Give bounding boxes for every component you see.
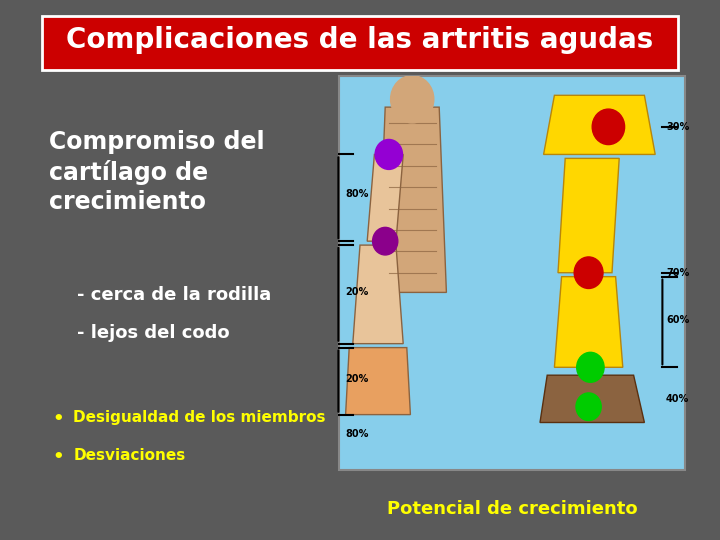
Polygon shape <box>378 107 446 293</box>
Circle shape <box>577 352 604 382</box>
Text: 80%: 80% <box>346 429 369 440</box>
Text: Desviaciones: Desviaciones <box>73 448 186 463</box>
Text: Potencial de crecimiento: Potencial de crecimiento <box>387 501 637 518</box>
Text: 20%: 20% <box>346 374 369 384</box>
Polygon shape <box>540 375 644 422</box>
Circle shape <box>375 139 402 170</box>
Text: •: • <box>53 410 64 428</box>
Text: 80%: 80% <box>346 189 369 199</box>
Text: Compromiso del
cartílago de
crecimiento: Compromiso del cartílago de crecimiento <box>49 130 265 214</box>
Polygon shape <box>544 96 655 154</box>
Text: - cerca de la rodilla: - cerca de la rodilla <box>77 286 271 304</box>
Text: 40%: 40% <box>666 394 689 404</box>
Circle shape <box>373 227 397 255</box>
Circle shape <box>390 76 433 123</box>
Text: 30%: 30% <box>666 122 689 132</box>
Circle shape <box>592 109 625 145</box>
Text: •: • <box>53 448 64 466</box>
Text: Complicaciones de las artritis agudas: Complicaciones de las artritis agudas <box>66 26 654 55</box>
Polygon shape <box>558 158 619 273</box>
FancyBboxPatch shape <box>339 76 685 470</box>
Polygon shape <box>554 276 623 367</box>
Polygon shape <box>367 154 403 241</box>
Text: Desigualdad de los miembros: Desigualdad de los miembros <box>73 410 326 426</box>
Circle shape <box>575 257 603 288</box>
FancyBboxPatch shape <box>42 16 678 70</box>
Text: 20%: 20% <box>346 287 369 298</box>
Text: - lejos del codo: - lejos del codo <box>77 324 230 342</box>
Circle shape <box>576 393 601 421</box>
Text: 70%: 70% <box>666 268 689 278</box>
Text: 60%: 60% <box>666 315 689 325</box>
Polygon shape <box>353 245 403 343</box>
Polygon shape <box>346 348 410 415</box>
